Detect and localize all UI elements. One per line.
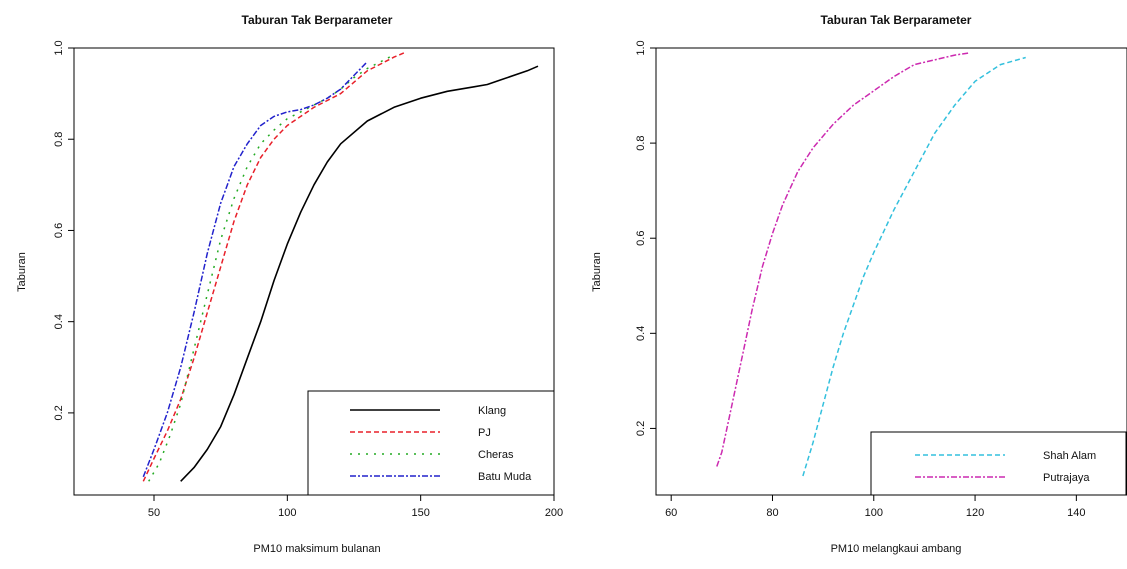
left-series-lines	[142, 51, 539, 482]
right-legend-label-1: Putrajaya	[1043, 472, 1090, 484]
right-y-tick-label: 0.6	[635, 231, 647, 246]
right-chart-title: Taburan Tak Berparameter	[821, 13, 972, 27]
right-y-tick-label: 0.2	[635, 421, 647, 436]
right-chart: Taburan Tak Berparameter PM10 melangkaui…	[591, 13, 1127, 555]
right-series-lines	[716, 52, 1026, 477]
left-y-tick-label: 1.0	[53, 40, 65, 55]
left-y-tick-label: 0.8	[53, 132, 65, 147]
left-y-tick-label: 0.2	[53, 405, 65, 420]
right-x-tick-label: 60	[665, 507, 677, 519]
right-y-tick-label: 0.8	[635, 135, 647, 150]
right-legend-label-0: Shah Alam	[1043, 450, 1096, 462]
left-series-line-0	[180, 65, 539, 482]
left-legend-box	[307, 390, 555, 496]
left-x-tick-label: 150	[411, 507, 429, 519]
left-x-axis-label: PM10 maksimum bulanan	[253, 543, 380, 555]
left-x-tick-label: 50	[148, 507, 160, 519]
right-axes-ticks: 60 80 100 120 140 0.2 0.4 0.6 0.8 1.0	[635, 40, 1086, 519]
right-y-tick-label: 1.0	[635, 40, 647, 55]
right-legend: Shah Alam Putrajaya	[870, 431, 1127, 496]
right-y-tick-label: 0.4	[635, 326, 647, 341]
left-legend-label-2: Cheras	[478, 449, 514, 461]
left-legend-label-0: Klang	[478, 405, 506, 417]
left-chart-title: Taburan Tak Berparameter	[242, 13, 393, 27]
left-series-line-1	[142, 51, 405, 482]
left-y-tick-label: 0.4	[53, 314, 65, 329]
left-legend-items: Klang PJ Cheras Batu Muda	[350, 405, 532, 483]
left-y-tick-label: 0.6	[53, 223, 65, 238]
right-x-tick-label: 80	[766, 507, 778, 519]
right-legend-box	[870, 431, 1127, 496]
right-x-tick-label: 140	[1067, 507, 1085, 519]
left-legend-label-1: PJ	[478, 427, 491, 439]
left-y-axis-label: Taburan	[16, 252, 28, 292]
left-series-line-3	[142, 61, 368, 478]
left-axes-ticks: 50 100 150 200 0.2 0.4 0.6 0.8 1.0	[53, 40, 563, 519]
left-x-tick-label: 200	[545, 507, 563, 519]
left-legend: Klang PJ Cheras Batu Muda	[307, 390, 555, 496]
right-x-axis-label: PM10 melangkaui ambang	[831, 543, 962, 555]
right-series-line-0	[802, 56, 1026, 477]
left-x-tick-label: 100	[278, 507, 296, 519]
right-x-tick-label: 120	[966, 507, 984, 519]
right-series-line-1	[716, 52, 971, 467]
left-legend-label-3: Batu Muda	[478, 471, 532, 483]
right-y-axis-label: Taburan	[591, 252, 603, 292]
left-chart: Taburan Tak Berparameter PM10 maksimum b…	[16, 13, 563, 555]
right-x-tick-label: 100	[865, 507, 883, 519]
right-legend-items: Shah Alam Putrajaya	[915, 450, 1096, 484]
